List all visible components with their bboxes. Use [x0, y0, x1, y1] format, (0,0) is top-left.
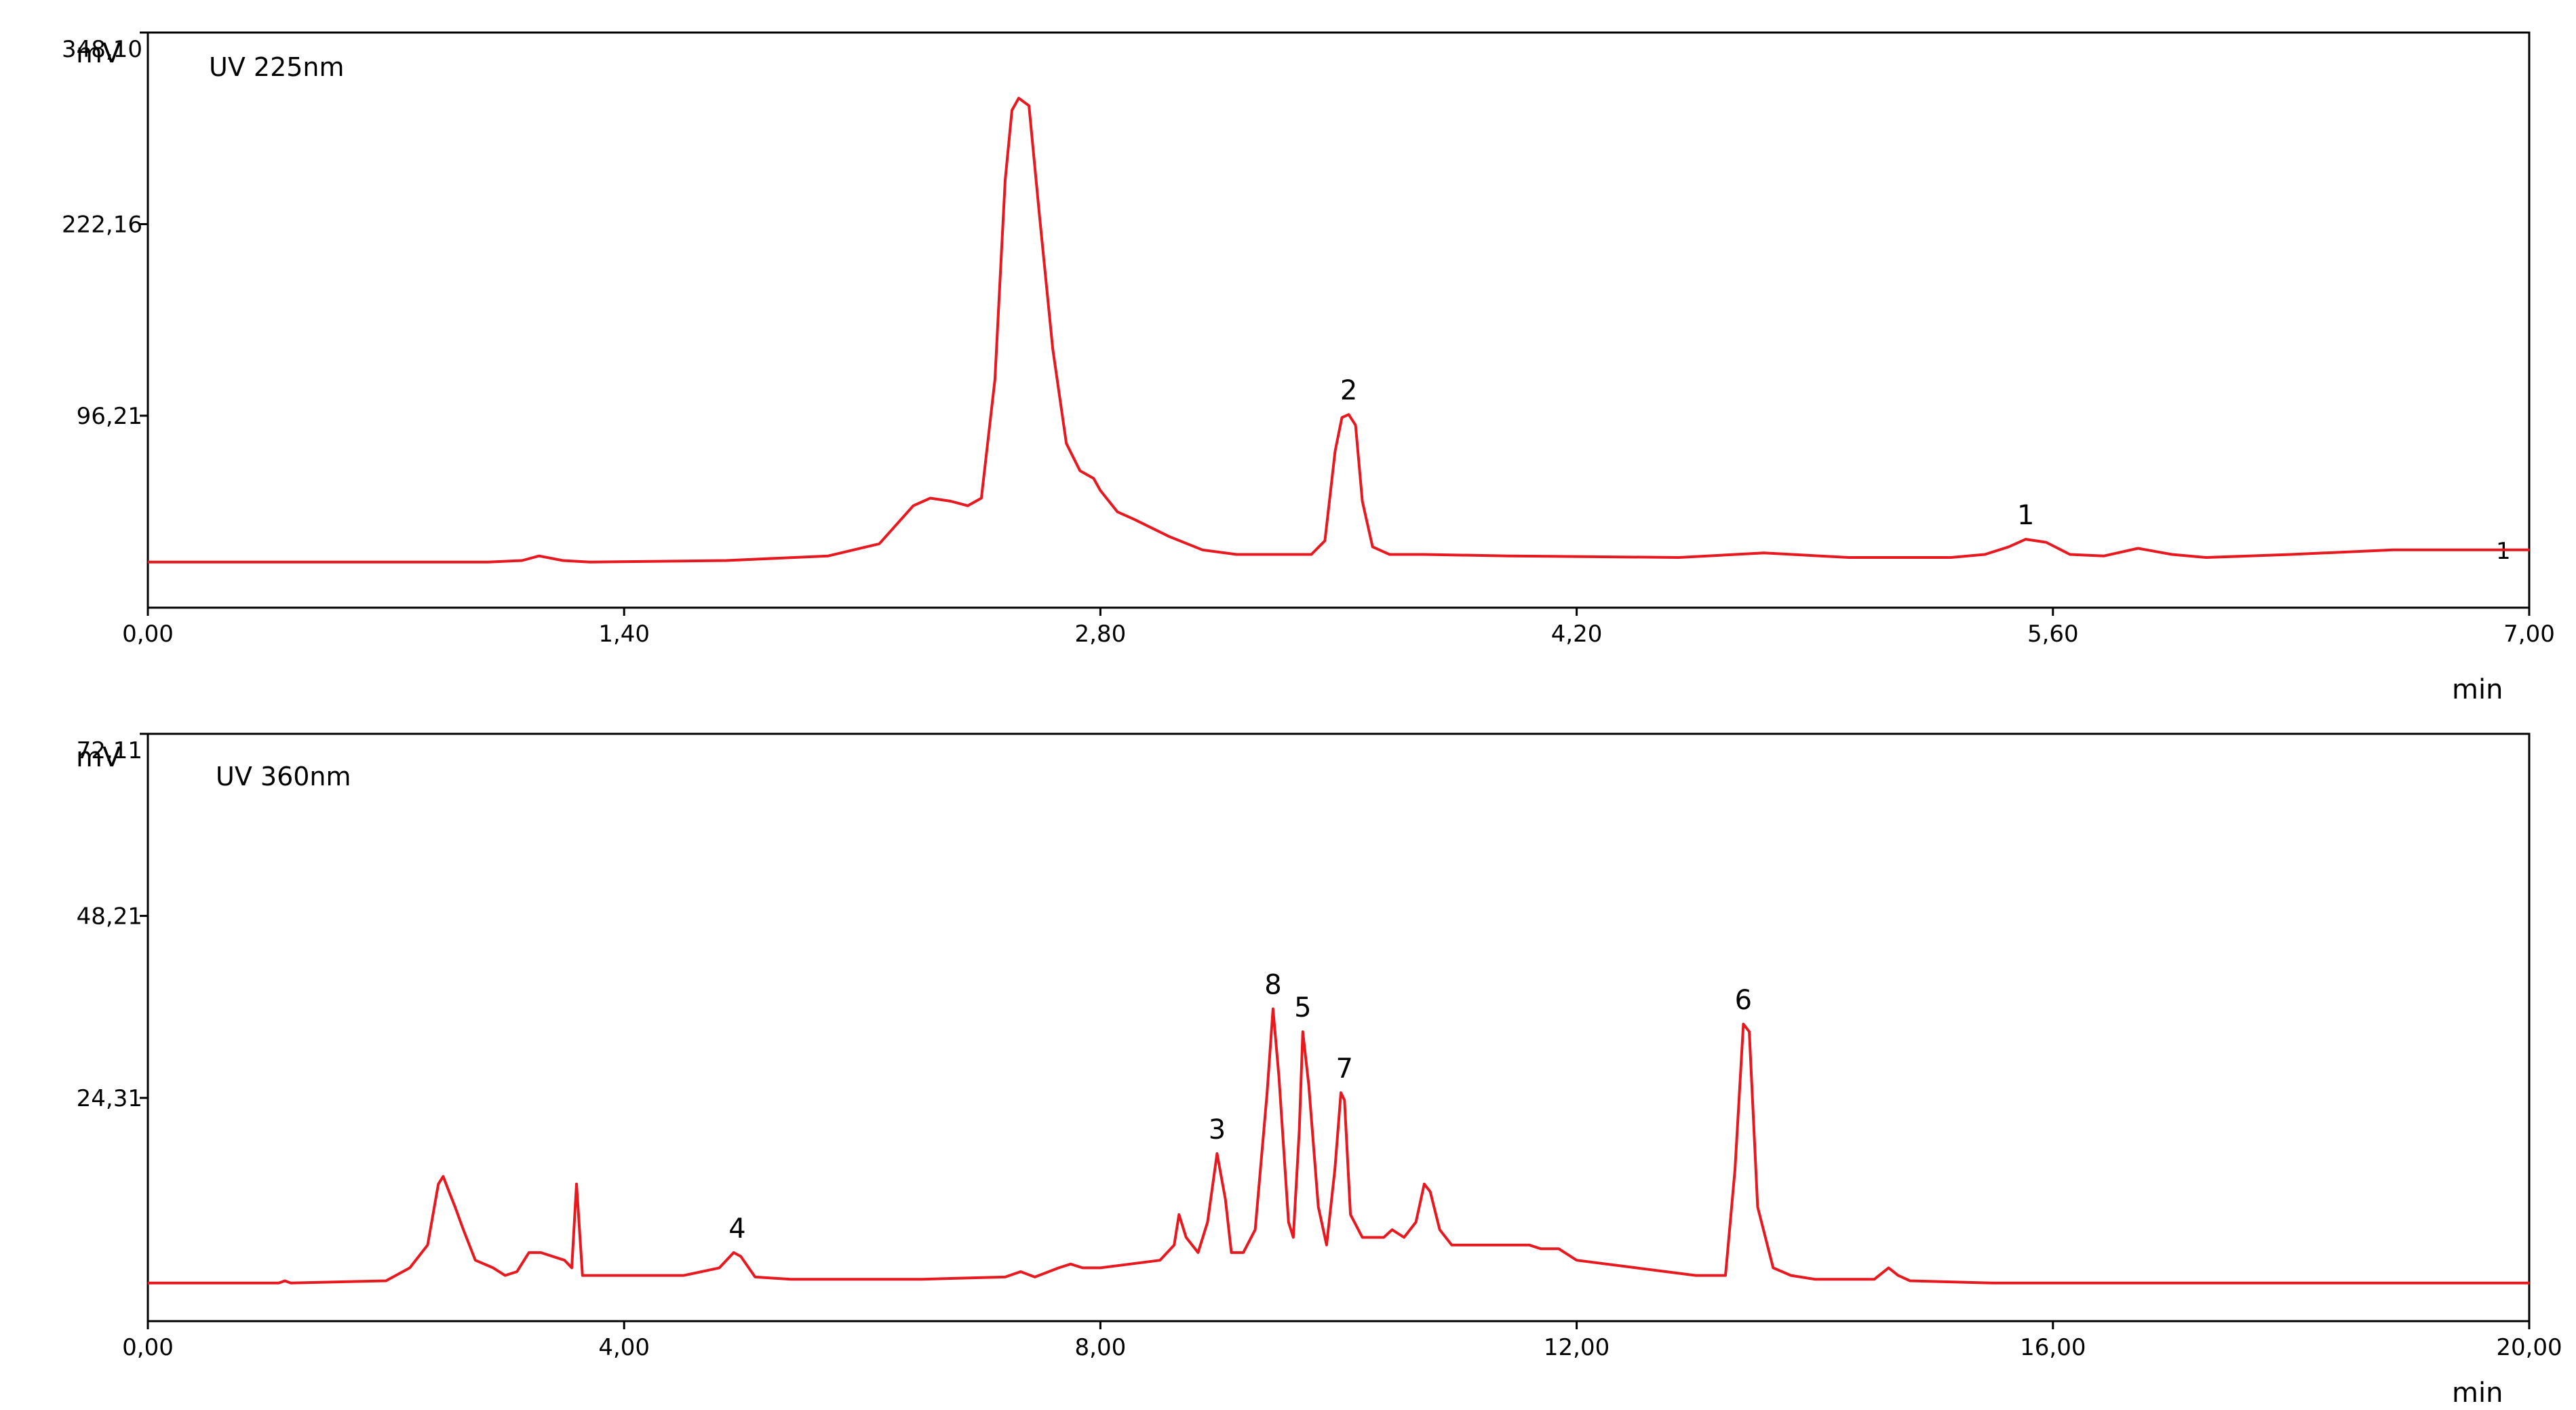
peak-label-2: 2 — [1340, 375, 1357, 406]
peak-label-1: 1 — [2017, 500, 2034, 531]
x-tick-label: 2,80 — [1075, 621, 1127, 648]
peak-label-3: 3 — [1209, 1114, 1226, 1145]
x-tick-label: 5,60 — [2027, 621, 2079, 648]
x-tick-label: 1,40 — [598, 621, 650, 648]
plot-area: 0,00 4,00 8,00 12,00 16,00 20,00 24,31 48,21 72,… — [77, 732, 2562, 1361]
y-axis-unit: mV — [76, 38, 121, 69]
peak-label-5: 5 — [1294, 992, 1311, 1023]
y-tick-label: 24,31 — [77, 1085, 142, 1112]
plot-area: 0,00 1,40 2,80 4,20 5,60 7,00 96,21 222,16 348,1… — [62, 31, 2555, 648]
x-tick-label: 16,00 — [2020, 1334, 2086, 1361]
chromatogram-panel-uv225: UV 225nm mV min 1 0,00 1,40 2,80 4,20 5,60 7,… — [62, 31, 2555, 705]
y-tick-label: 72,11 — [77, 737, 142, 764]
chromatogram-panel-uv360: UV 360nm mV min 0,00 4,00 8,00 12,00 16,00 20… — [76, 732, 2562, 1409]
x-tick-label: 4,20 — [1551, 621, 1603, 648]
chart-title: UV 360nm — [216, 762, 351, 791]
x-axis-unit: min — [2452, 674, 2503, 705]
chromatogram-trace — [148, 1007, 2529, 1285]
chromatogram-trace — [148, 96, 2529, 564]
plot-frame — [147, 31, 2531, 609]
y-tick-label: 348,10 — [62, 36, 142, 63]
x-tick-label: 7,00 — [2503, 621, 2555, 648]
trace-end-marker: 1 — [2496, 538, 2511, 565]
x-tick-label: 4,00 — [598, 1334, 650, 1361]
chart-title: UV 225nm — [209, 52, 345, 82]
y-tick-label: 48,21 — [77, 903, 142, 930]
y-tick-label: 222,16 — [62, 211, 142, 238]
x-axis-unit: min — [2452, 1377, 2503, 1409]
plot-frame — [147, 732, 2531, 1323]
x-tick-label: 8,00 — [1075, 1334, 1127, 1361]
x-tick-label: 0,00 — [122, 621, 174, 648]
y-tick-label: 96,21 — [77, 403, 142, 430]
peak-label-7: 7 — [1336, 1053, 1353, 1084]
peak-label-8: 8 — [1264, 970, 1281, 1001]
peak-label-6: 6 — [1735, 985, 1752, 1016]
y-axis-unit: mV — [76, 742, 121, 773]
peak-label-4: 4 — [728, 1213, 745, 1245]
x-tick-label: 12,00 — [1544, 1334, 1609, 1361]
x-tick-label: 0,00 — [122, 1334, 174, 1361]
x-tick-label: 20,00 — [2496, 1334, 2562, 1361]
